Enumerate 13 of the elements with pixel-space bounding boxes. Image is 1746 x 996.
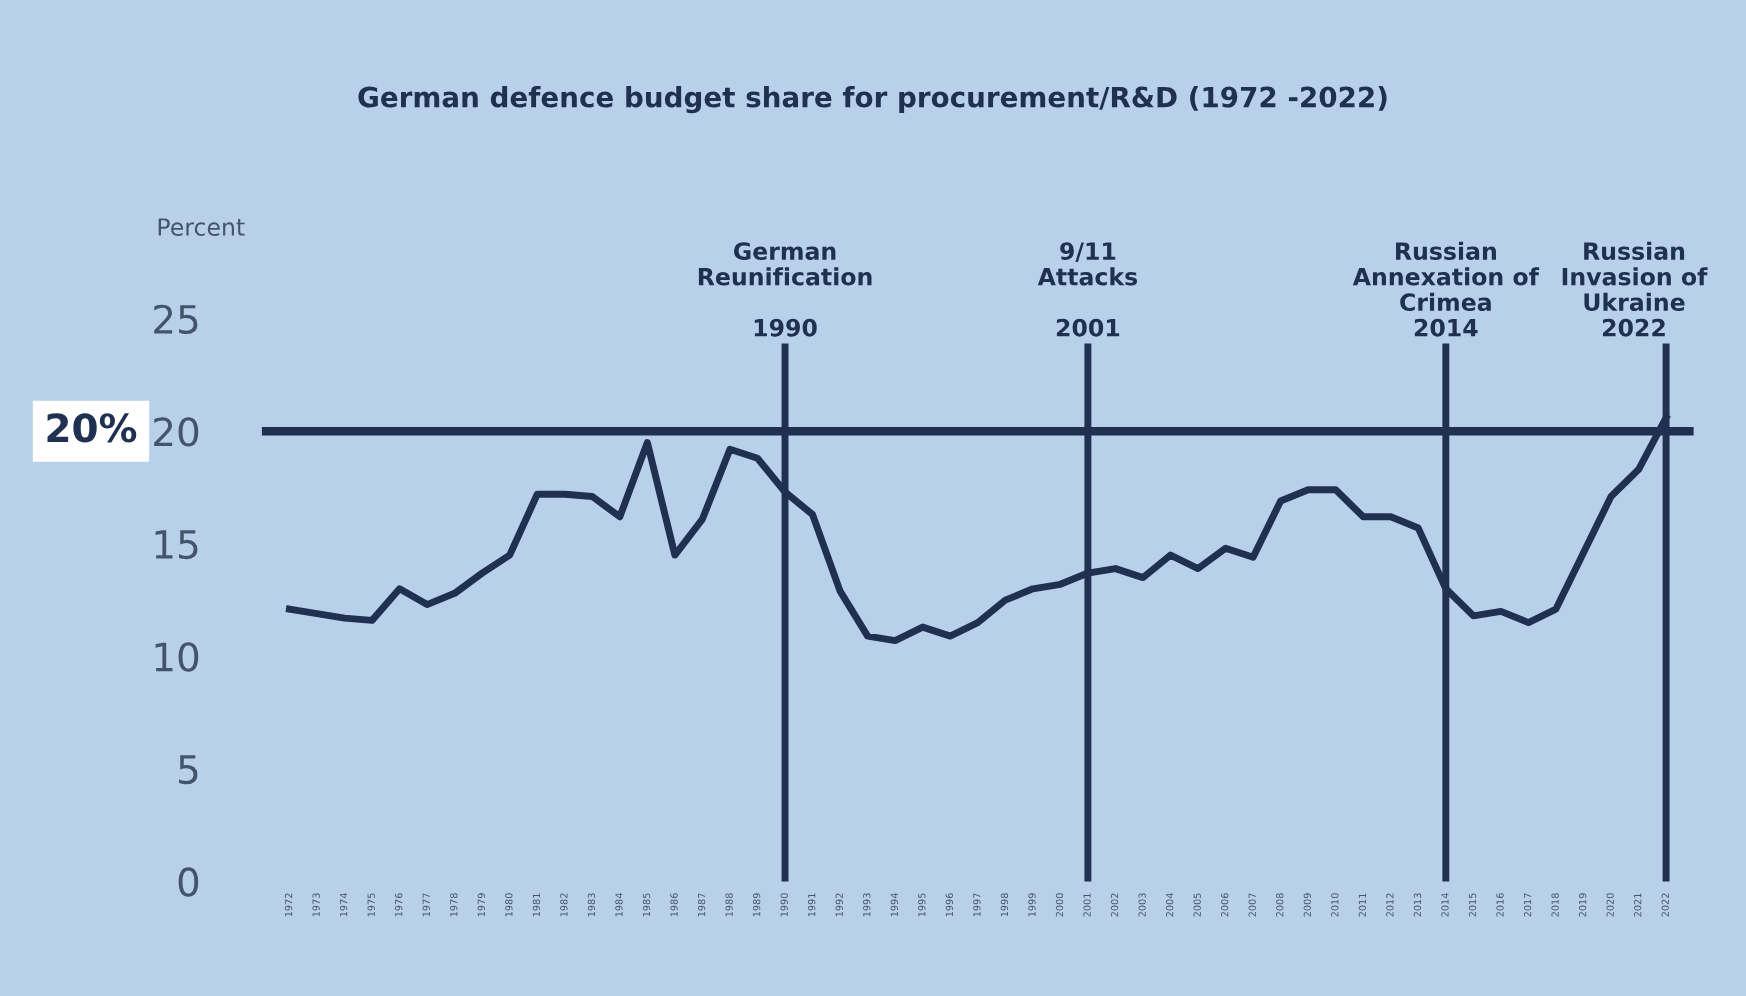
y-tick-label: 25 <box>154 304 198 335</box>
y-tick-label: 20 <box>154 417 199 447</box>
y-tick-label: 0 <box>178 867 199 897</box>
chart-title: German defence budget share for procurement/R&D (1972 -2022) <box>358 86 1387 114</box>
text: German Reunification 1990 <box>698 242 872 337</box>
y-tick-label: 5 <box>179 755 198 785</box>
y-tick-label: 15 <box>155 530 198 560</box>
text: 9/11 Attacks 2001 <box>1037 242 1138 337</box>
ref-line-label: Russian Annexation of Crimea 2014 <box>1352 241 1540 337</box>
y-tick-label: 10 <box>155 642 199 672</box>
ref-line-label: Russian Invasion of Ukraine 2022 <box>1562 241 1708 337</box>
y-axis-title: Percent <box>158 218 245 236</box>
ref-line-label: 20% <box>47 413 137 443</box>
